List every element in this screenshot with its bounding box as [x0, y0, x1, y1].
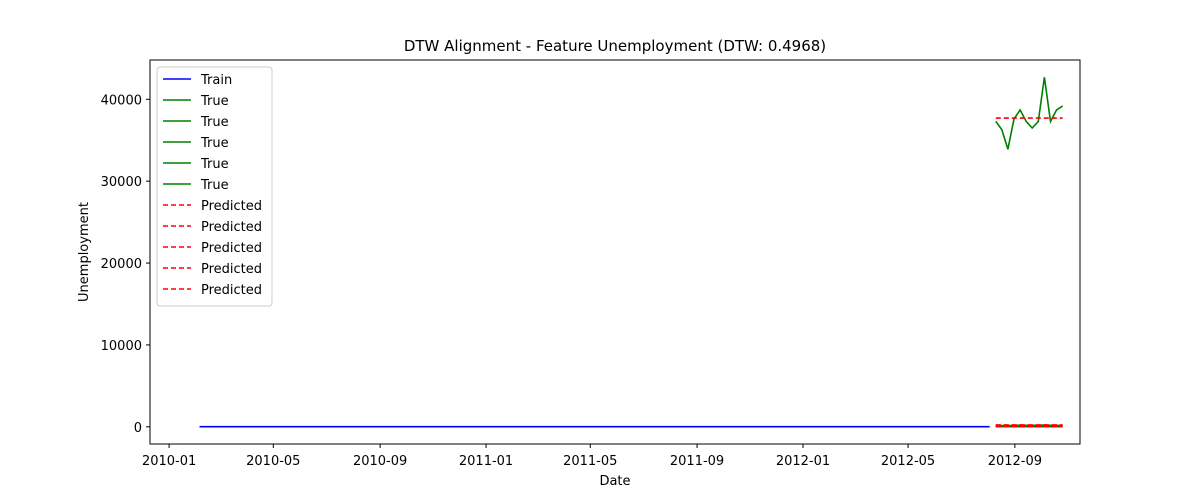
legend-label-1: True [200, 94, 229, 109]
plot-frame [149, 59, 1081, 445]
chart-title: DTW Alignment - Feature Unemployment (DT… [404, 37, 826, 55]
x-tick-label-5: 2011-09 [670, 454, 724, 469]
legend-label-0: Train [200, 73, 232, 88]
x-axis-title: Date [599, 474, 630, 489]
x-tick-label-4: 2011-05 [563, 454, 617, 469]
x-tick-label-2: 2010-09 [353, 454, 407, 469]
legend-label-5: True [200, 178, 229, 193]
x-tick-label-8: 2012-09 [988, 454, 1042, 469]
x-tick-label-0: 2010-01 [142, 454, 196, 469]
x-tick-label-6: 2012-01 [776, 454, 830, 469]
y-tick-label-2: 20000 [101, 257, 142, 272]
x-tick-label-3: 2011-01 [459, 454, 513, 469]
legend-box [156, 66, 273, 307]
legend-label-2: True [200, 115, 229, 130]
legend-label-9: Predicted [201, 262, 262, 277]
legend-label-7: Predicted [201, 220, 262, 235]
y-axis: 0 10000 20000 30000 40000 [101, 93, 150, 436]
legend-label-3: True [200, 136, 229, 151]
legend-label-4: True [200, 157, 229, 172]
legend-label-10: Predicted [201, 283, 262, 298]
y-tick-label-4: 40000 [101, 93, 142, 108]
y-tick-label-3: 30000 [101, 175, 142, 190]
series-line-true-1 [995, 77, 1064, 150]
x-tick-label-7: 2012-05 [881, 454, 935, 469]
legend: Train True True True True True Predicted Predic… [156, 66, 273, 307]
y-tick-label-1: 10000 [101, 339, 142, 354]
legend-label-6: Predicted [201, 199, 262, 214]
plot-area [199, 77, 1064, 428]
y-tick-label-0: 0 [134, 421, 142, 436]
legend-label-8: Predicted [201, 241, 262, 256]
x-axis: 2010-01 2010-05 2010-09 2011-01 2011-05 2011-… [142, 444, 1042, 469]
y-axis-title: Unemployment [77, 202, 92, 302]
x-tick-label-1: 2010-05 [246, 454, 300, 469]
